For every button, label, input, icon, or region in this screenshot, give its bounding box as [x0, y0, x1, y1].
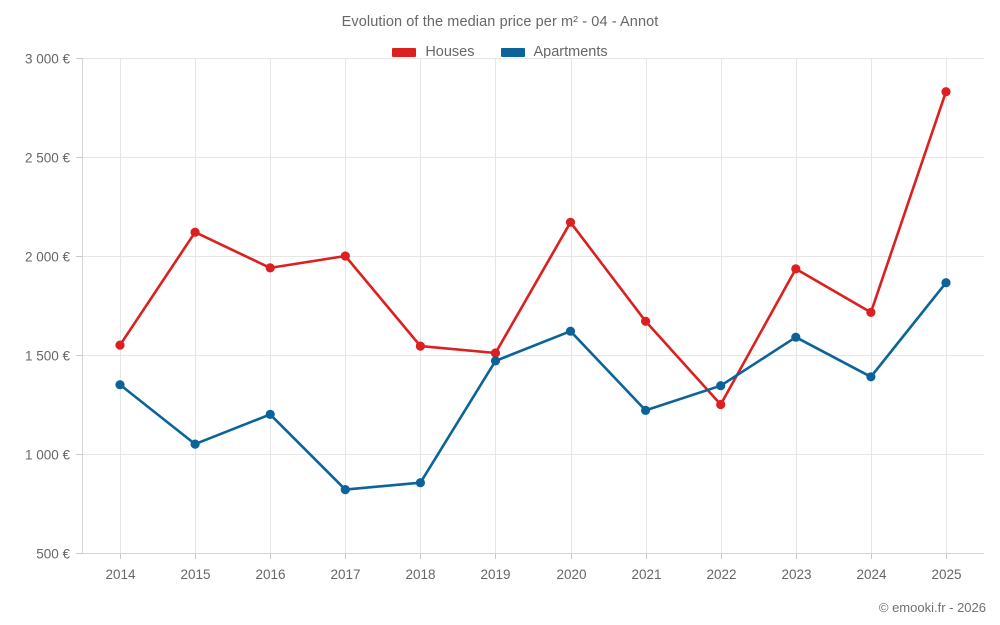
x-axis-tick-label: 2018: [405, 567, 435, 582]
data-point-apartments-2022[interactable]: [716, 381, 726, 391]
data-point-apartments-2024[interactable]: [866, 372, 876, 382]
data-point-apartments-2016[interactable]: [265, 409, 275, 419]
series-line-houses: [118, 90, 948, 406]
x-axis-tick-label: 2014: [105, 567, 136, 582]
x-axis-tick-label: 2022: [706, 567, 736, 582]
data-point-houses-2016[interactable]: [265, 263, 275, 273]
chart-legend: Houses Apartments: [0, 44, 1000, 60]
y-axis-tick-label: 2 000 €: [25, 250, 71, 265]
y-axis-tick-label: 1 000 €: [25, 448, 71, 463]
x-axis-tick-label: 2024: [856, 567, 887, 582]
data-point-apartments-2014[interactable]: [115, 380, 125, 390]
x-axis-tick-label: 2020: [556, 567, 586, 582]
data-point-houses-2019[interactable]: [490, 348, 501, 358]
legend-swatch-apartments: [500, 47, 525, 57]
series-line-apartments: [118, 281, 948, 491]
y-axis-tick-label: 3 000 €: [25, 52, 71, 67]
y-axis-tick-label: 2 500 €: [25, 151, 71, 166]
data-point-houses-2015[interactable]: [190, 227, 200, 237]
legend-item-apartments[interactable]: Apartments: [500, 44, 608, 60]
data-point-apartments-2017[interactable]: [340, 485, 350, 495]
data-point-houses-2025[interactable]: [941, 87, 951, 97]
legend-label-houses: Houses: [425, 44, 475, 60]
data-point-houses-2017[interactable]: [340, 251, 350, 261]
data-point-apartments-2015[interactable]: [190, 439, 200, 449]
x-axis-tick-label: 2021: [631, 567, 661, 582]
y-axis-tick-label: 500 €: [36, 547, 70, 562]
x-axis-tick-label: 2025: [931, 567, 961, 582]
data-point-houses-2018[interactable]: [415, 341, 425, 351]
data-point-houses-2020[interactable]: [565, 217, 576, 227]
x-axis-tick-label: 2023: [781, 567, 811, 582]
data-point-apartments-2020[interactable]: [565, 326, 576, 336]
x-axis-tick-label: 2017: [330, 567, 360, 582]
x-axis-tick-label: 2019: [480, 567, 510, 582]
legend-item-houses[interactable]: Houses: [392, 44, 475, 60]
data-point-houses-2021[interactable]: [641, 316, 651, 326]
x-axis-tick-label: 2016: [255, 567, 285, 582]
data-point-apartments-2018[interactable]: [415, 478, 425, 488]
chart-title: Evolution of the median price per m² - 0…: [341, 14, 659, 30]
data-point-apartments-2023[interactable]: [791, 332, 801, 342]
data-point-apartments-2021[interactable]: [641, 405, 651, 415]
data-point-houses-2023[interactable]: [791, 264, 801, 274]
data-point-houses-2014[interactable]: [115, 340, 125, 350]
legend-label-apartments: Apartments: [533, 44, 608, 60]
x-axis-tick-label: 2015: [180, 567, 210, 582]
y-axis-tick-label: 1 500 €: [25, 349, 71, 364]
legend-swatch-houses: [392, 47, 417, 57]
data-point-apartments-2025[interactable]: [941, 278, 951, 288]
copyright-credit: © emooki.fr - 2026: [878, 600, 986, 615]
data-point-apartments-2019[interactable]: [490, 356, 501, 366]
data-point-houses-2022[interactable]: [716, 399, 726, 410]
data-point-houses-2024[interactable]: [866, 307, 876, 317]
